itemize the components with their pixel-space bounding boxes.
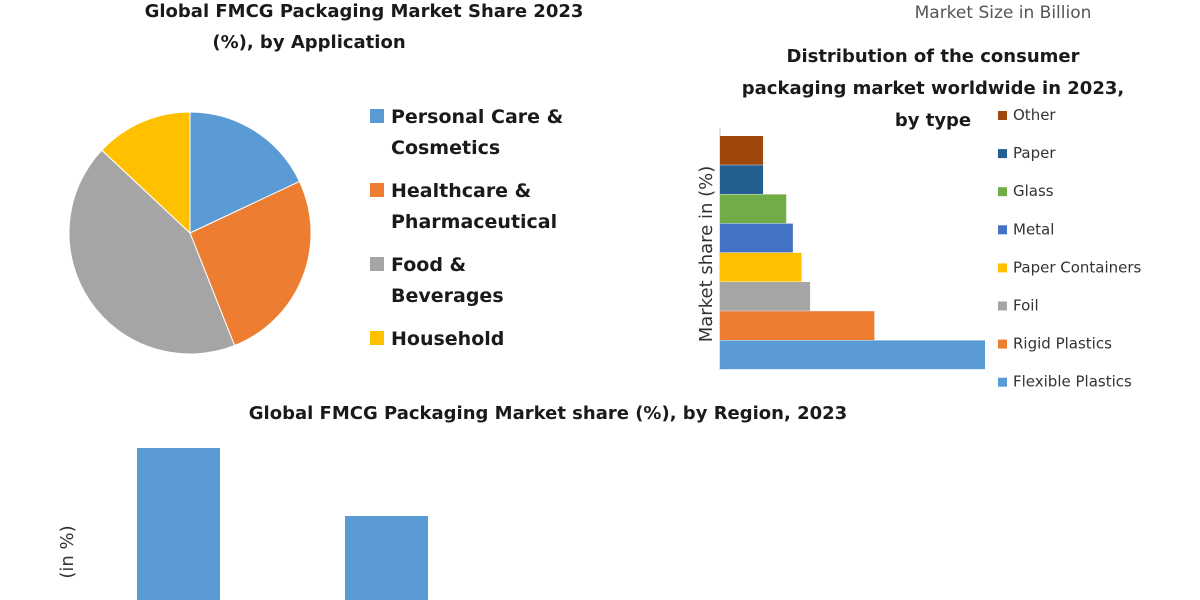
pie-legend-swatch-food-beverages	[370, 257, 384, 271]
type-legend-swatch-foil	[998, 301, 1007, 311]
type-legend-swatch-metal	[998, 225, 1007, 235]
type-bar-flexible-plastics	[720, 340, 985, 370]
type-bar-metal	[720, 223, 793, 253]
type-legend-label: Metal	[1013, 220, 1054, 238]
region-bar	[345, 516, 428, 600]
type-legend-swatch-other	[998, 111, 1007, 120]
type-bar-paper-containers	[720, 252, 802, 282]
region-chart-bars	[137, 448, 428, 600]
pie-chart-title-line1: Global FMCG Packaging Market Share 2023	[145, 1, 584, 22]
type-chart-y-axis-label: Market share in (%)	[696, 166, 717, 343]
pie-legend: Personal Care & Cosmetics Healthcare & Phar…	[370, 106, 563, 350]
pie-chart-title-line2: (%), by Application	[212, 32, 405, 53]
type-bar-glass	[720, 194, 787, 224]
pie-slice-household	[101, 111, 191, 235]
type-chart-title-line1: Distribution of the consumer	[787, 46, 1080, 67]
pie-chart	[68, 111, 312, 355]
pie-legend-swatch-household	[370, 331, 384, 345]
type-bar-paper	[720, 165, 764, 194]
market-size-label: Market Size in Billion	[915, 3, 1092, 23]
type-bar-foil	[720, 282, 811, 311]
type-legend-label: Paper Containers	[1013, 258, 1142, 276]
pie-slice-food-beverages	[68, 149, 236, 355]
pie-legend-label: Household	[391, 328, 504, 350]
type-legend-swatch-paper-containers	[998, 263, 1007, 273]
pie-legend-label-line2: Beverages	[391, 285, 504, 307]
pie-slice-personal-care-cosmetics	[189, 111, 301, 234]
type-legend-swatch-flexible-plastics	[998, 377, 1007, 387]
type-legend-swatch-rigid-plastics	[998, 339, 1007, 349]
type-legend-label: Flexible Plastics	[1013, 373, 1132, 391]
region-chart-y-axis-label: (in %)	[57, 525, 78, 578]
pie-legend-label-line2: Pharmaceutical	[391, 211, 557, 233]
type-chart-bars	[720, 136, 985, 370]
region-bar	[137, 448, 220, 600]
pie-legend-swatch-personal-care-cosmetics	[370, 109, 384, 123]
type-bar-other	[720, 136, 764, 165]
pie-legend-label: Food &	[391, 254, 466, 276]
type-chart-legend: Other Paper Glass Metal Paper Containers Foil…	[998, 106, 1142, 391]
region-chart-title: Global FMCG Packaging Market share (%), …	[249, 403, 847, 424]
type-legend-label: Rigid Plastics	[1013, 335, 1112, 353]
pie-legend-label: Personal Care &	[391, 106, 563, 128]
pie-legend-label: Healthcare &	[391, 180, 531, 202]
type-legend-label: Foil	[1013, 297, 1039, 315]
type-legend-swatch-paper	[998, 149, 1007, 159]
pie-legend-label-line2: Cosmetics	[391, 137, 500, 159]
type-legend-label: Glass	[1013, 182, 1054, 200]
pie-legend-swatch-healthcare-pharmaceutical	[370, 183, 384, 197]
pie-slice-healthcare-pharmaceutical	[189, 180, 312, 347]
type-legend-label: Paper	[1013, 144, 1056, 162]
type-legend-swatch-glass	[998, 187, 1007, 197]
type-bar-rigid-plastics	[720, 311, 875, 340]
type-chart-title-line3: by type	[895, 110, 971, 131]
type-chart-title-line2: packaging market worldwide in 2023,	[742, 78, 1124, 99]
type-legend-label: Other	[1013, 106, 1056, 124]
